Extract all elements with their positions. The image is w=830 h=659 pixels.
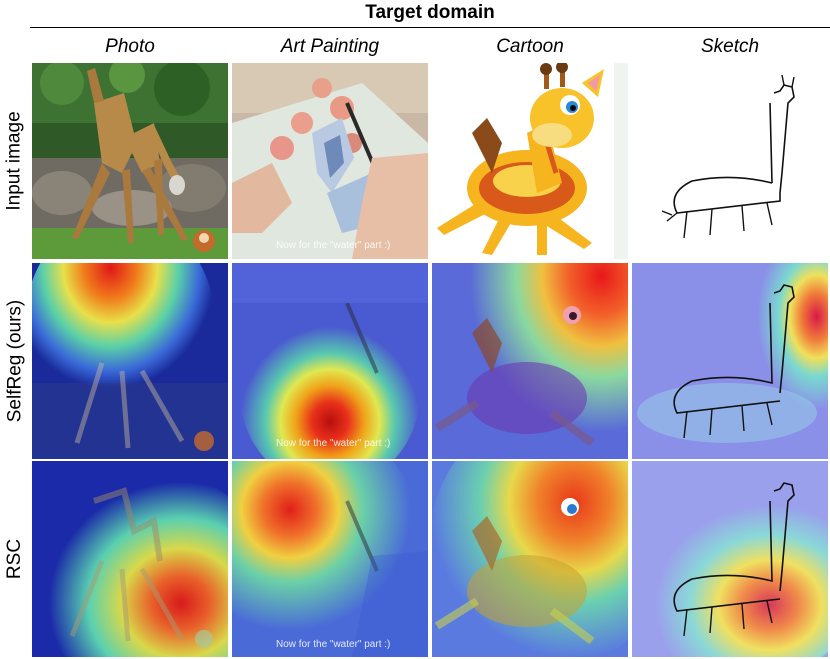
- title-rule: [30, 27, 830, 28]
- column-label-art-painting: Art Painting: [280, 36, 380, 57]
- watermark-art-input: Now for the "water" part :): [276, 240, 391, 251]
- heatmap-overlay: [432, 461, 628, 657]
- selfreg-photo-heatmap: [32, 263, 228, 459]
- column-label-cartoon: Cartoon: [496, 36, 564, 57]
- heatmap-overlay: [32, 263, 228, 459]
- cartoon-giraffe-illustration: [432, 63, 628, 259]
- sketch-giraffe-illustration: [632, 63, 828, 259]
- input-art-painting-image: Now for the "water" part :): [232, 63, 428, 259]
- watermark-art-selfreg: Now for the "water" part :): [276, 438, 391, 449]
- rsc-art-painting-heatmap: Now for the "water" part :): [232, 461, 428, 657]
- rsc-photo-heatmap: [32, 461, 228, 657]
- rsc-sketch-heatmap: [632, 461, 828, 657]
- rsc-cartoon-heatmap: [432, 461, 628, 657]
- input-photo-image: [32, 63, 228, 259]
- heatmap-overlay: [632, 263, 828, 459]
- input-sketch-image: [632, 63, 828, 259]
- selfreg-sketch-heatmap: [632, 263, 828, 459]
- column-label-sketch: Sketch: [700, 36, 760, 57]
- row-label-rsc: RSC: [4, 538, 25, 580]
- heatmap-overlay: [232, 263, 428, 459]
- watermark-art-rsc: Now for the "water" part :): [276, 639, 391, 650]
- row-label-input-image: Input image: [4, 111, 26, 211]
- painting-hands-illustration: [232, 63, 428, 259]
- input-cartoon-image: [432, 63, 628, 259]
- selfreg-art-painting-heatmap: Now for the "water" part :): [232, 263, 428, 459]
- heatmap-overlay: [232, 461, 428, 657]
- row-label-selfreg: SelfReg (ours): [4, 299, 25, 423]
- giraffe-photo-illustration: [32, 63, 228, 259]
- selfreg-cartoon-heatmap: [432, 263, 628, 459]
- column-label-photo: Photo: [105, 36, 155, 57]
- heatmap-overlay: [432, 263, 628, 459]
- figure-title: Target domain: [365, 2, 495, 23]
- heatmap-overlay: [632, 461, 828, 657]
- heatmap-overlay: [32, 461, 228, 657]
